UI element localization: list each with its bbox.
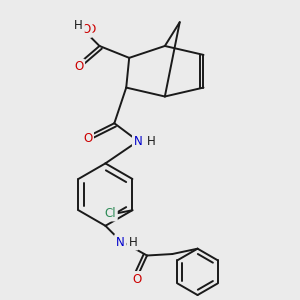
Text: N: N bbox=[134, 135, 142, 148]
Text: O: O bbox=[74, 60, 83, 73]
Text: O: O bbox=[83, 132, 92, 145]
Text: N: N bbox=[134, 135, 142, 148]
Text: Cl: Cl bbox=[104, 207, 116, 220]
Text: O: O bbox=[132, 273, 141, 286]
Text: O: O bbox=[86, 23, 95, 36]
Text: H: H bbox=[147, 135, 156, 148]
Text: N: N bbox=[116, 236, 125, 249]
Text: Cl: Cl bbox=[104, 207, 116, 220]
Text: O: O bbox=[83, 132, 92, 145]
Text: O: O bbox=[82, 23, 91, 36]
Text: H: H bbox=[147, 135, 156, 148]
Text: H: H bbox=[74, 19, 83, 32]
Text: H: H bbox=[74, 19, 83, 32]
Text: O: O bbox=[132, 273, 141, 286]
Text: H: H bbox=[128, 236, 137, 249]
Text: O: O bbox=[74, 60, 83, 73]
Text: N: N bbox=[116, 236, 125, 249]
Text: H: H bbox=[128, 236, 137, 249]
